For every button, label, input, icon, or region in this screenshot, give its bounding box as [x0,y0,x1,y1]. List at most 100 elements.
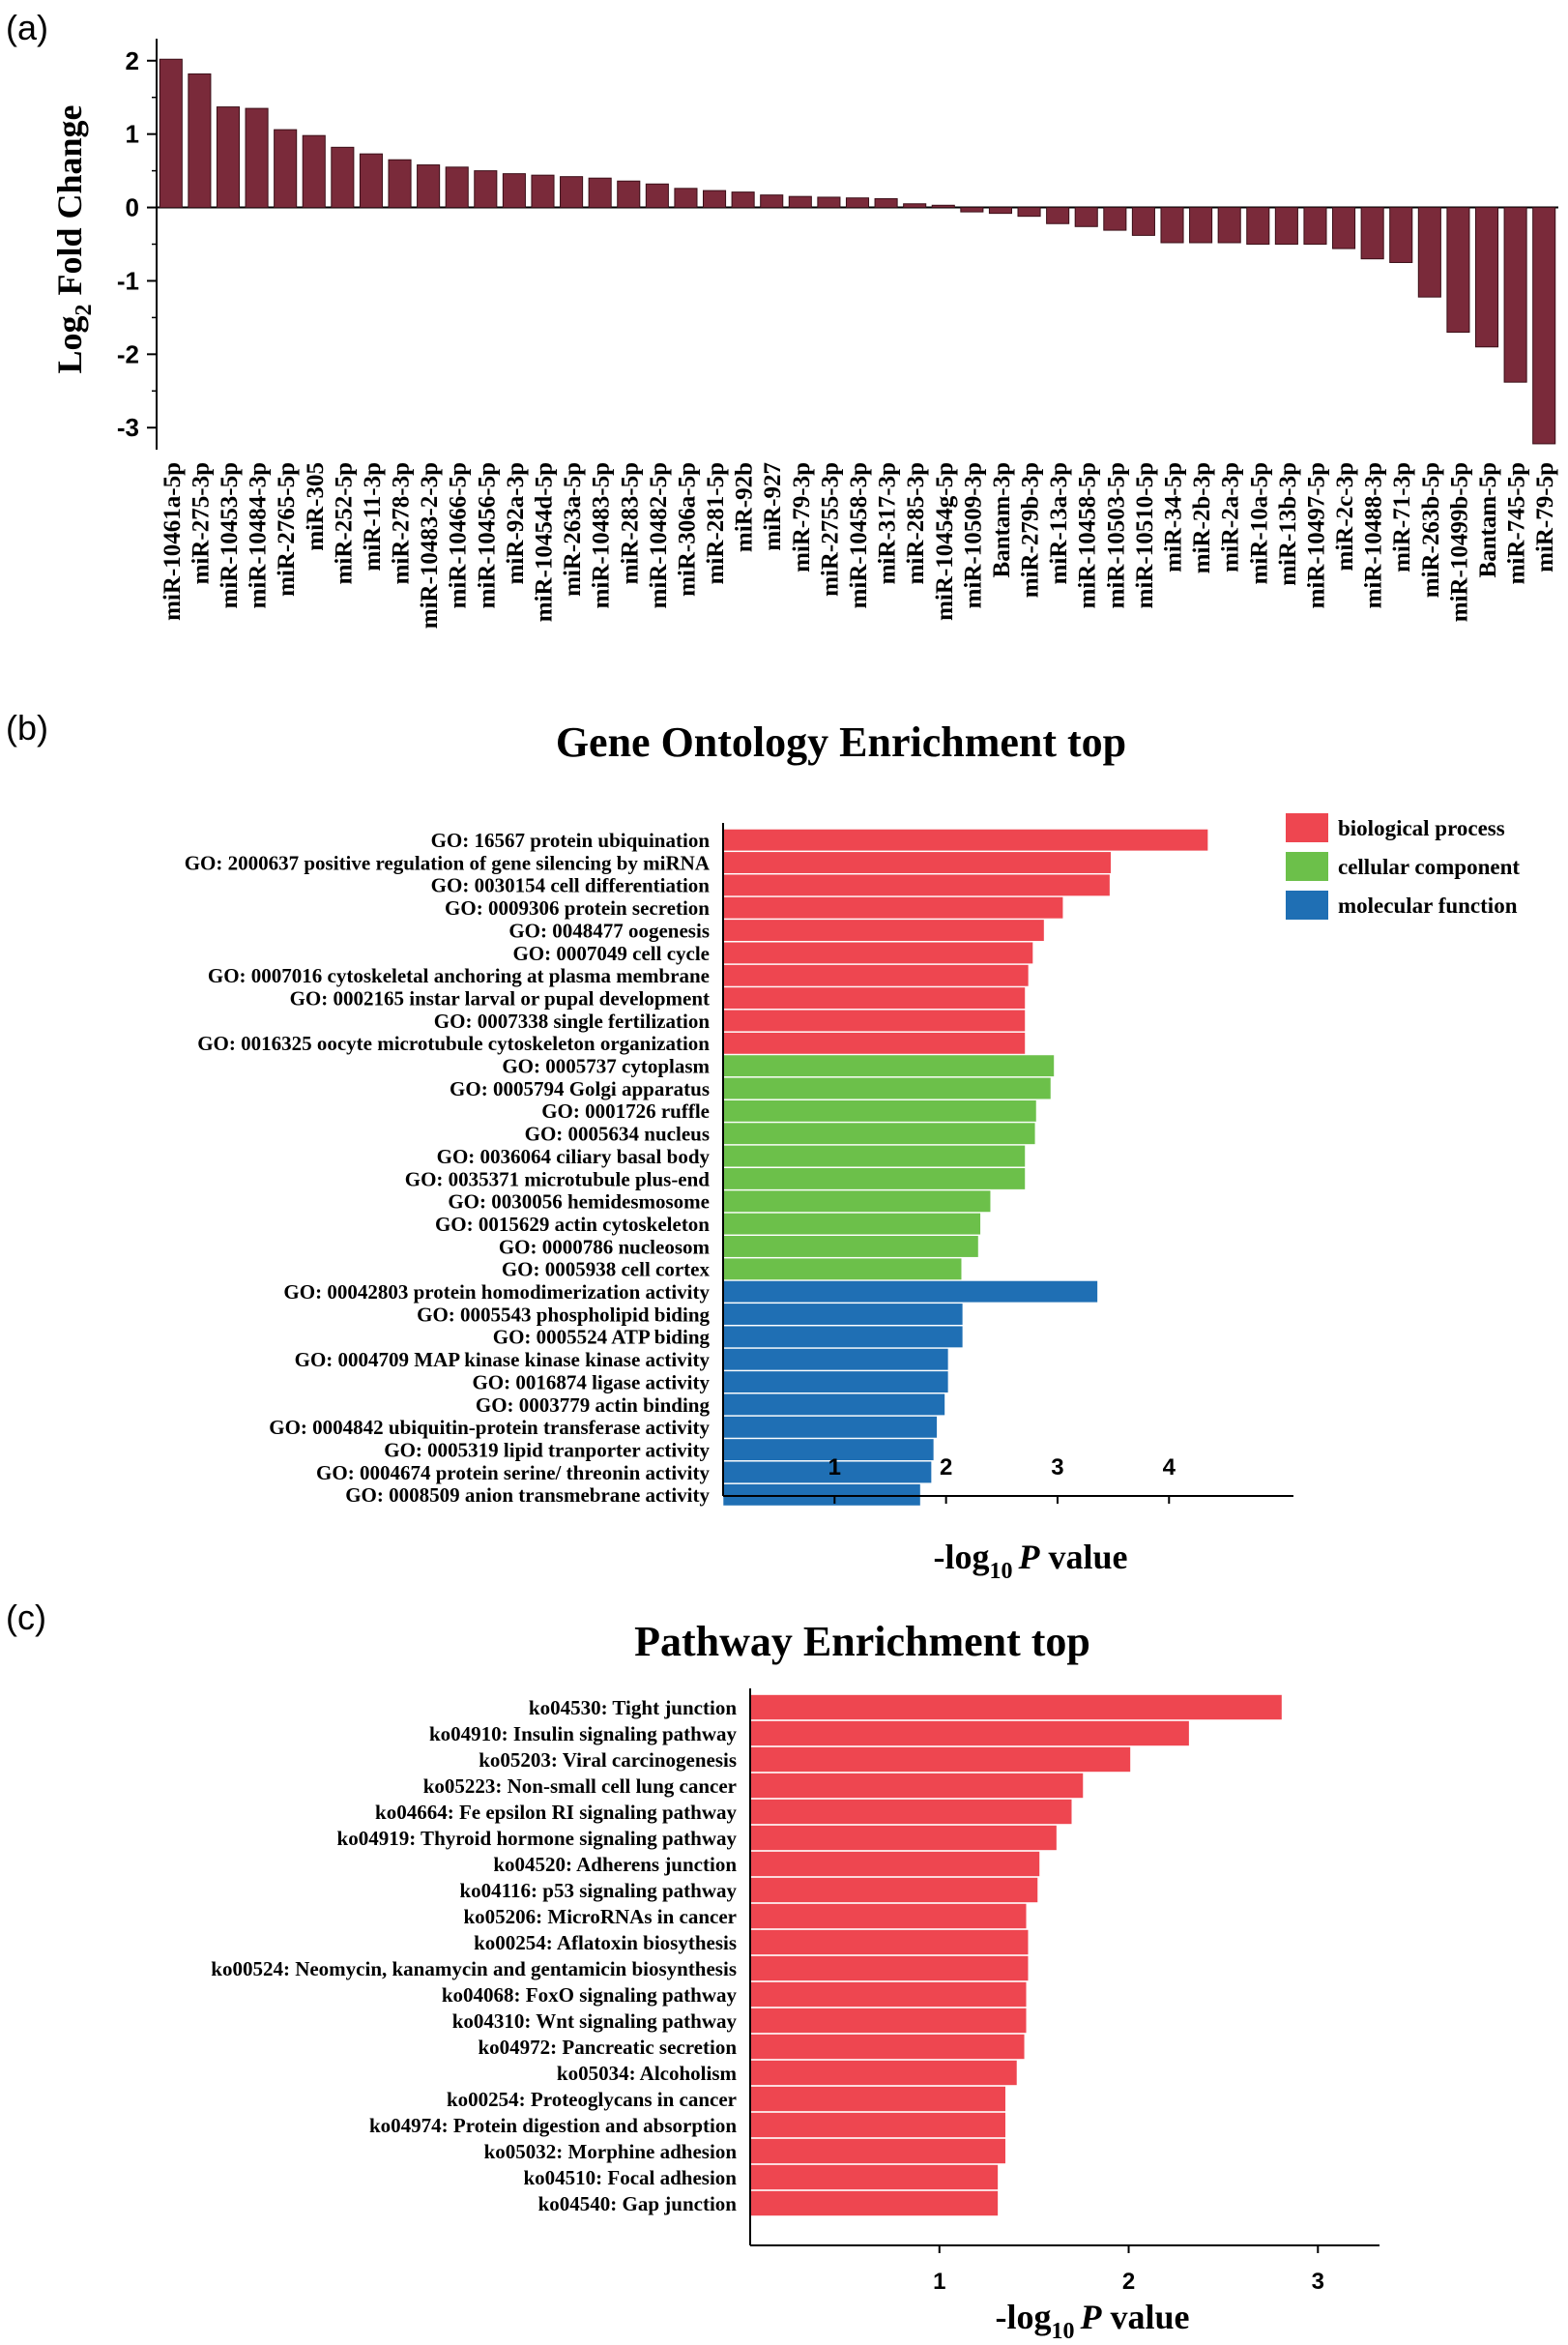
x-tick-label: miR-2b-3p [1189,462,1215,573]
x-tick-label: Bantam-3p [989,462,1015,577]
category-label: GO: 0004709 MAP kinase kinase kinase act… [295,1348,711,1371]
category-label: ko04116: p53 signaling pathway [460,1879,738,1902]
x-tick-label: miR-283-5p [617,462,643,584]
category-label: ko04972: Pancreatic secretion [479,2036,738,2059]
bar-miR-10453-5p [216,106,241,209]
bar-row [722,1213,981,1236]
category-label: ko04664: Fe epsilon RI signaling pathway [375,1801,737,1824]
x-tick-label: miR-2a-3p [1218,462,1244,572]
x-tick-label: 3 [1312,2269,1324,2295]
category-label: ko00524: Neomycin, kanamycin and gentami… [211,1957,737,1980]
category-label: ko04919: Thyroid hormone signaling pathw… [337,1827,738,1850]
bar-miR-2b-3p [1189,207,1213,244]
x-tick-label: miR-13b-3p [1275,462,1301,586]
x-tick-label: miR-2755-3p [817,462,843,597]
category-label: GO: 0008509 anion transmebrane activity [345,1483,710,1507]
x-tick-label: miR-10458-3p [846,462,872,608]
x-tick-label: miR-11-3p [360,462,386,572]
x-tick-label: miR-275-3p [188,462,214,584]
bar-row [722,919,1045,942]
bar-row [749,1799,1073,1825]
x-tick-label: 1 [828,1454,841,1480]
legend-swatch [1286,891,1328,920]
x-tick-label: miR-10483-2-3p [417,462,443,629]
bar-miR-10488-3p [1360,207,1384,260]
x-axis-label: -log10 P value [995,2298,1189,2344]
x-tick-label: miR-10509-3p [960,462,986,608]
category-label: ko00254: Aflatoxin biosythesis [474,1931,737,1954]
bar-miR-306a-5p [674,188,698,209]
category-label: ko05223: Non-small cell lung cancer [423,1774,737,1798]
bar-row [722,941,1033,964]
x-tick-label: miR-92a-3p [503,462,529,584]
legend-label: molecular function [1338,894,1518,918]
category-label: GO: 0003779 actin binding [476,1393,711,1417]
x-tick-label: 2 [940,1454,952,1480]
bar-miR-10461a-5p [159,58,183,209]
bar-miR-10510-5p [1131,207,1155,236]
x-tick-label: miR-10456-5p [474,462,500,608]
bar-miR-10503-5p [1103,207,1127,231]
bar-miR-34-5p [1160,207,1184,244]
bar-row [722,1122,1036,1145]
bar-row [722,1054,1055,1077]
bar-miR-10509-3p [960,207,984,213]
category-label: GO: 0004674 protein serine/ threonin act… [316,1461,710,1484]
pathway-enrichment-bar-chart: Pathway Enrichment top ko04530: Tight jun… [211,1618,1379,2344]
bar-miR-10484-3p [245,107,269,209]
x-tick-label: miR-10461a-5p [160,462,186,621]
bar-row [749,2190,999,2216]
bar-miR-317-3p [874,197,898,209]
bar-row [749,1825,1058,1851]
category-label: GO: 0030154 cell differentiation [431,874,711,897]
category-label: GO: 0007338 single fertilization [434,1010,711,1033]
bar-miR-10458-3p [845,197,870,209]
bar-miR-279b-3p [1017,207,1041,218]
x-tick-label: miR-10482-5p [646,462,672,608]
category-label: GO: 0005737 cytoplasm [502,1055,710,1078]
panel-b-label: (b) [6,708,48,747]
category-label: ko04068: FoxO signaling pathway [442,1983,738,2007]
x-tick-label: 3 [1051,1454,1063,1480]
x-tick-label: miR-10458-5p [1075,462,1101,608]
category-label: GO: 0005543 phospholipid biding [417,1303,710,1326]
bar-row [722,896,1064,920]
x-tick-label: miR-71-3p [1389,462,1415,572]
bar-miR-10483-2-3p [417,164,441,209]
bar-row [749,1773,1084,1799]
x-tick-label: miR-285-3p [903,462,929,584]
y-tick-label: 1 [126,120,139,149]
category-label: ko04510: Focal adhesion [523,2166,737,2189]
bar-miR-2755-3p [817,196,841,209]
x-tick-label: miR-317-3p [875,462,901,584]
bar-row [722,1348,949,1371]
category-label: GO: 0005524 ATP biding [493,1326,711,1349]
x-tick-label: miR-10483-5p [589,462,615,608]
category-label: GO: 0016325 oocyte microtubule cytoskele… [197,1032,710,1055]
bar-miR-10483-5p [588,177,612,209]
x-tick-label: miR-252-5p [331,462,357,584]
go-enrichment-bar-chart: Gene Ontology Enrichment top GO: 16567 pr… [185,718,1521,1584]
y-tick-label: -1 [117,266,139,295]
x-tick-label: 2 [1122,2269,1135,2295]
bar-row [722,1167,1026,1190]
bar-row [722,986,1026,1010]
bar-miR-10499b-5p [1446,207,1470,334]
x-axis-label: -log10 P value [933,1538,1127,1584]
x-tick-label: miR-263a-5p [560,462,586,597]
bar-miR-263b-5p [1417,207,1441,298]
x-tick-label: miR-10466-5p [446,462,472,608]
bar-row [722,851,1112,874]
x-tick-label: miR-278-3p [389,462,415,584]
bar-miR-10a-5p [1246,207,1270,246]
bar-miR-11-3p [359,153,383,209]
bar-miR-10466-5p [445,166,469,209]
x-tick-label: 1 [933,2269,945,2295]
bar-row [749,2060,1018,2086]
bar-row [722,829,1208,852]
bar-miR-92b [731,191,755,209]
category-label: GO: 0005794 Golgi apparatus [450,1077,710,1100]
x-tick-label: miR-13a-3p [1046,462,1072,584]
category-label: GO: 0005938 cell cortex [502,1258,711,1281]
category-label: GO: 0005319 lipid tranporter activity [384,1438,710,1461]
